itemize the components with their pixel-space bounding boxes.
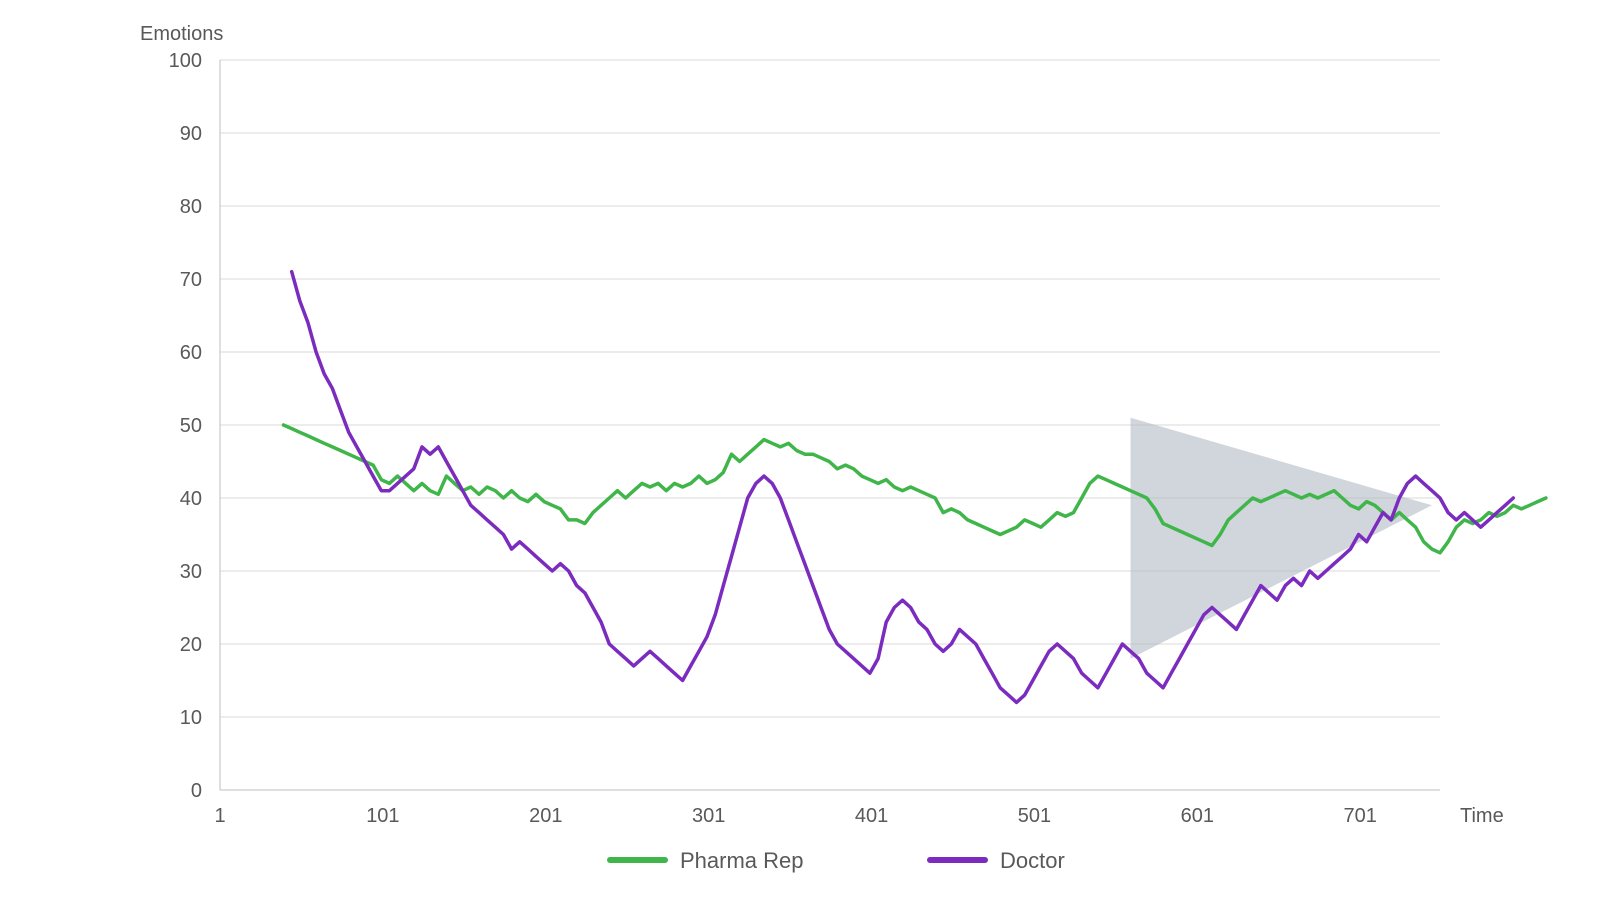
x-tick-label: 601 (1181, 805, 1214, 827)
x-tick-label: 301 (692, 805, 725, 827)
x-tick-label: 201 (529, 805, 562, 827)
convergence-triangle (1131, 418, 1432, 659)
y-tick-label: 100 (169, 50, 202, 72)
y-tick-label: 90 (180, 123, 202, 145)
x-tick-label: 701 (1343, 805, 1376, 827)
y-axis-title: Emotions (140, 23, 223, 45)
x-tick-label: 1 (214, 805, 225, 827)
y-tick-label: 50 (180, 415, 202, 437)
y-tick-label: 80 (180, 196, 202, 218)
y-tick-label: 40 (180, 488, 202, 510)
y-tick-label: 20 (180, 634, 202, 656)
x-axis-title: Time (1460, 805, 1504, 827)
y-tick-label: 60 (180, 342, 202, 364)
chart-svg: 0 10 20 30 40 50 60 70 80 90 100 Emotions 1 101 201 301… (0, 0, 1600, 900)
x-tick-label: 501 (1018, 805, 1051, 827)
emotions-chart: 0 10 20 30 40 50 60 70 80 90 100 Emotions 1 101 201 301… (0, 0, 1600, 900)
y-tick-label: 0 (191, 780, 202, 802)
y-tick-label: 30 (180, 561, 202, 583)
x-tick-label: 401 (855, 805, 888, 827)
y-tick-label: 10 (180, 707, 202, 729)
legend-label: Doctor (1000, 848, 1065, 873)
legend-label: Pharma Rep (680, 848, 804, 873)
x-tick-label: 101 (366, 805, 399, 827)
y-tick-label: 70 (180, 269, 202, 291)
